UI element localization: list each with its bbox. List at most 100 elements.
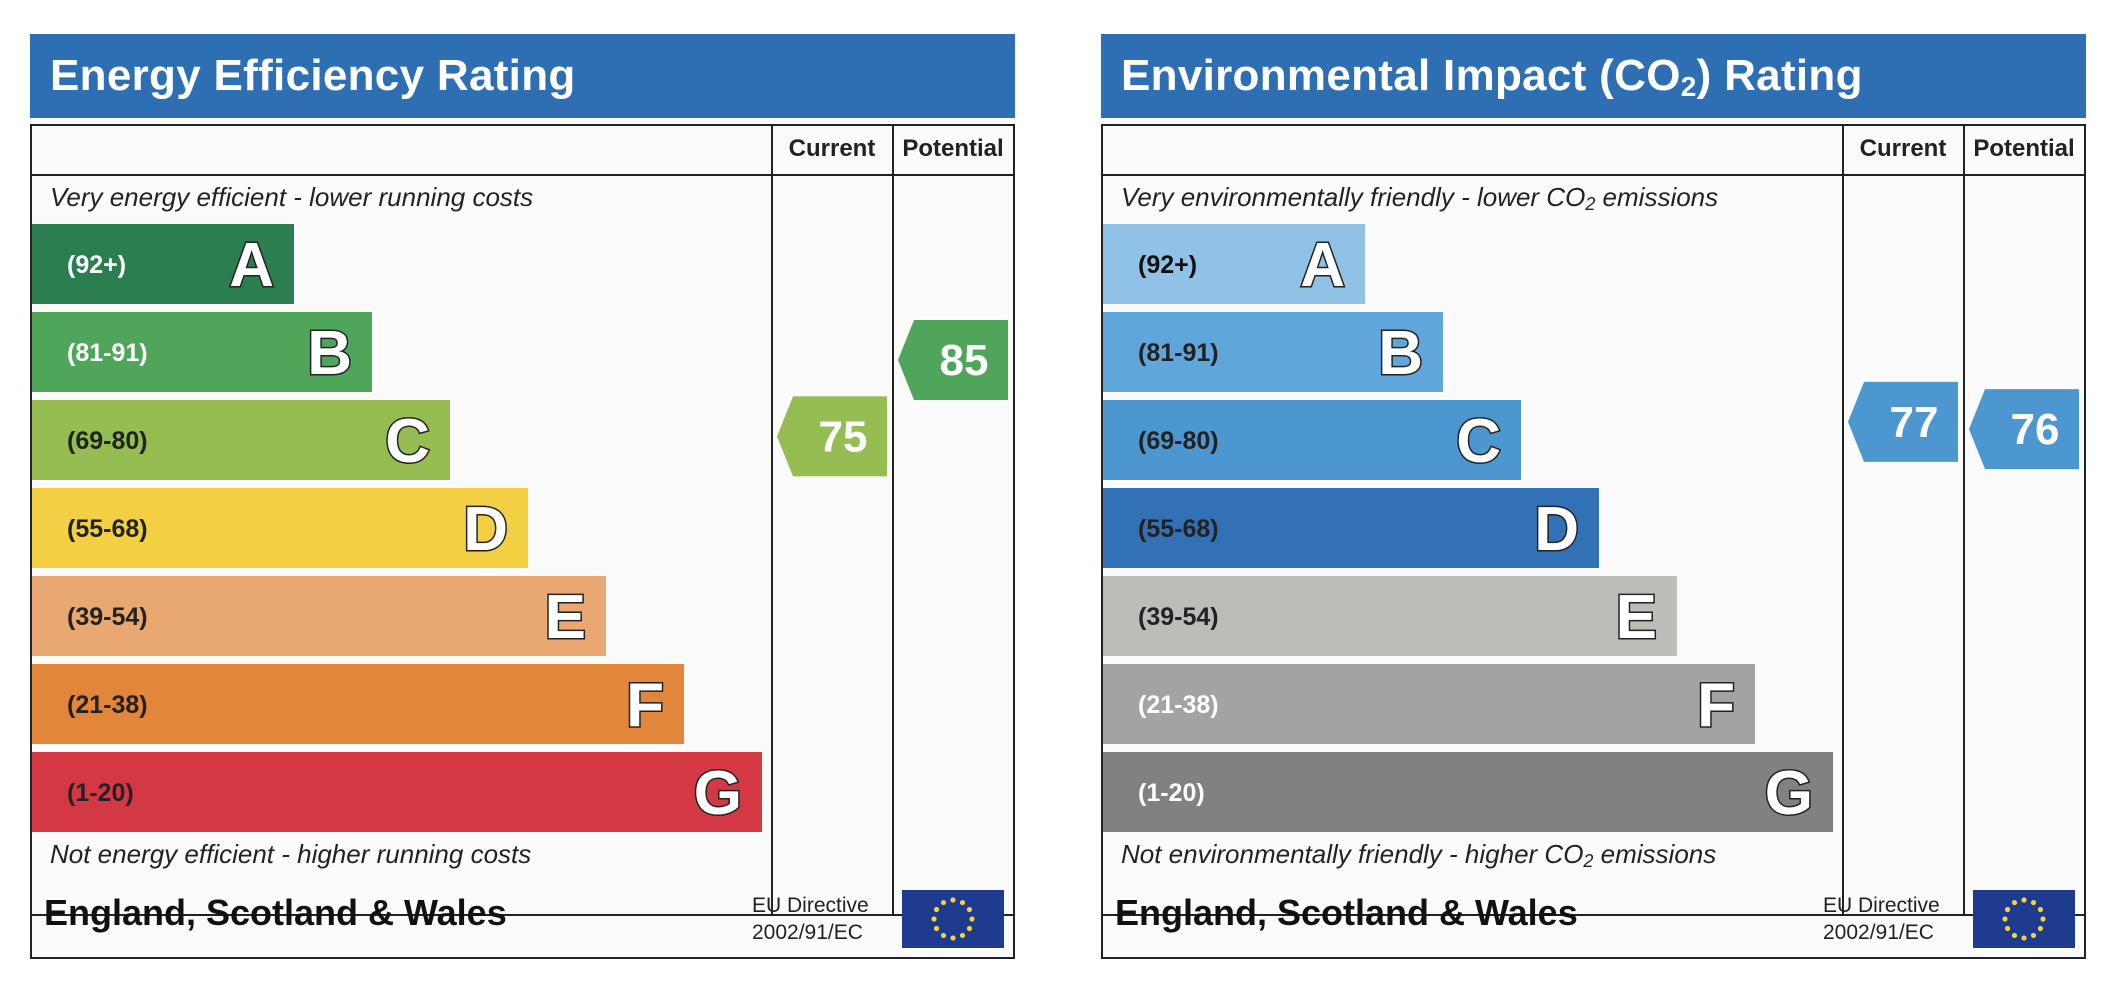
eu-star-icon [2040, 916, 2046, 922]
band-letter: B [307, 319, 352, 388]
eu-star-icon [950, 897, 956, 903]
divider [1842, 124, 1844, 916]
band-range-label: (39-54) [67, 603, 148, 631]
eu-star-icon [969, 916, 975, 922]
band-letter: G [694, 759, 742, 828]
eu-star-icon [2004, 906, 2011, 913]
divider [30, 174, 1015, 176]
band-range-label: (39-54) [1138, 603, 1219, 631]
bottom-caption: Not environmentally friendly - higher CO… [1121, 839, 1717, 871]
rating-bands-chart: (92+) A (81-91) B (69-80) C (55-68) D (39-54) E (2… [1103, 224, 2079, 832]
eu-directive-line2: 2002/91/EC [1823, 921, 1934, 944]
potential-column-header: Potential [902, 135, 1004, 162]
band-d [1103, 488, 1599, 568]
eu-star-icon [966, 906, 973, 913]
divider [1963, 124, 1965, 916]
potential-rating-value: 85 [940, 336, 989, 385]
band-d [32, 488, 528, 568]
divider [892, 124, 894, 916]
top-caption: Very environmentally friendly - lower CO… [1121, 182, 1719, 214]
eu-directive-line2: 2002/91/EC [752, 921, 863, 944]
eu-star-icon [2011, 932, 2018, 939]
panel-title: Energy Efficiency Rating [30, 34, 1015, 118]
band-range-label: (92+) [1138, 251, 1197, 279]
current-rating-value: 75 [819, 412, 868, 461]
band-f [1103, 664, 1755, 744]
band-c [32, 400, 450, 480]
band-letter: E [545, 583, 586, 652]
eu-directive-text: EU Directive 2002/91/EC [752, 892, 869, 946]
band-a [32, 224, 294, 304]
eu-star-icon [2030, 932, 2037, 939]
band-letter: A [1300, 231, 1345, 300]
band-e [32, 576, 606, 656]
current-rating-arrow [777, 396, 887, 477]
band-range-label: (92+) [67, 251, 126, 279]
energy-efficiency-panel: Energy Efficiency Rating Current Potenti… [30, 34, 1015, 959]
band-f [32, 664, 684, 744]
band-letter: C [1456, 407, 1501, 476]
band-letter: C [385, 407, 430, 476]
current-rating-value: 77 [1890, 398, 1939, 447]
current-rating-arrow [1848, 381, 1958, 462]
band-range-label: (1-20) [67, 779, 134, 807]
band-g [32, 752, 762, 832]
eu-directive-text: EU Directive 2002/91/EC [1823, 892, 1940, 946]
eu-star-icon [940, 899, 947, 906]
eu-star-icon [933, 906, 940, 913]
band-c [1103, 400, 1521, 480]
band-range-label: (21-38) [1138, 691, 1219, 719]
band-b [1103, 312, 1443, 392]
band-e [1103, 576, 1677, 656]
band-range-label: (81-91) [1138, 339, 1219, 367]
top-caption: Very energy efficient - lower running co… [50, 182, 534, 212]
eu-flag-icon [1973, 890, 2075, 948]
eu-star-icon [940, 932, 947, 939]
panel-title: Environmental Impact (CO2) Rating [1101, 34, 2086, 118]
band-letter: B [1378, 319, 1423, 388]
divider [1101, 914, 2086, 916]
band-range-label: (55-68) [1138, 515, 1219, 543]
band-range-label: (55-68) [67, 515, 148, 543]
potential-rating-value: 76 [2011, 405, 2060, 454]
band-letter: F [626, 671, 664, 740]
potential-rating-arrow [1969, 389, 2079, 470]
eu-star-icon [2037, 925, 2044, 932]
band-a [1103, 224, 1365, 304]
band-range-label: (81-91) [67, 339, 148, 367]
band-letter: E [1616, 583, 1657, 652]
eu-flag-icon [902, 890, 1004, 948]
band-range-label: (1-20) [1138, 779, 1205, 807]
divider [771, 124, 773, 916]
band-letter: G [1765, 759, 1813, 828]
eu-directive-line1: EU Directive [752, 894, 869, 917]
eu-star-icon [931, 916, 937, 922]
band-range-label: (69-80) [1138, 427, 1219, 455]
current-column-header: Current [1859, 135, 1947, 162]
current-column-header: Current [788, 135, 876, 162]
band-b [32, 312, 372, 392]
rating-bands-chart: (92+) A (81-91) B (69-80) C (55-68) D (39-54) E (2… [32, 224, 1008, 832]
eu-star-icon [2011, 899, 2018, 906]
band-letter: A [229, 231, 274, 300]
environmental-impact-panel: Environmental Impact (CO2) Rating Curren… [1101, 34, 2086, 959]
band-g [1103, 752, 1833, 832]
region-label: England, Scotland & Wales [44, 892, 507, 933]
eu-star-icon [2002, 916, 2008, 922]
eu-star-icon [959, 932, 966, 939]
potential-column-header: Potential [1973, 135, 2075, 162]
eu-star-icon [933, 925, 940, 932]
potential-rating-arrow [898, 320, 1008, 400]
eu-star-icon [2021, 897, 2027, 903]
band-range-label: (21-38) [67, 691, 148, 719]
band-letter: D [1534, 495, 1579, 564]
eu-star-icon [950, 935, 956, 941]
eu-star-icon [2021, 935, 2027, 941]
band-range-label: (69-80) [67, 427, 148, 455]
divider [30, 914, 1015, 916]
region-label: England, Scotland & Wales [1115, 892, 1578, 933]
eu-star-icon [2037, 906, 2044, 913]
eu-star-icon [2030, 899, 2037, 906]
divider [1101, 174, 2086, 176]
eu-star-icon [966, 925, 973, 932]
